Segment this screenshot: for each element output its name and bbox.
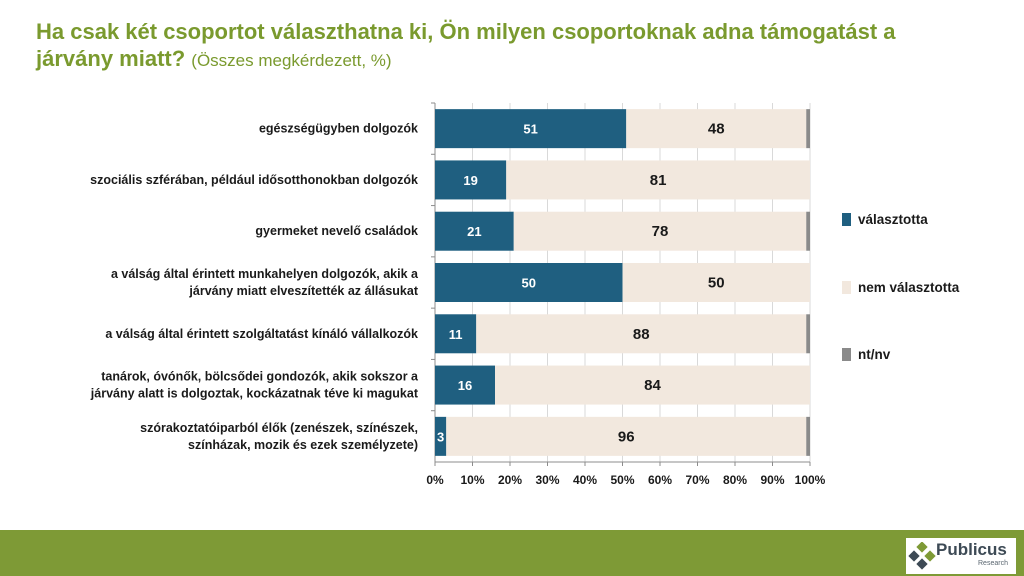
bar-nt-nv <box>806 109 810 149</box>
category-label: szociális szférában, például idősotthono… <box>90 173 418 187</box>
category-label: gyermeket nevelő családok <box>255 224 418 238</box>
data-label: 88 <box>633 326 650 343</box>
footer-bar <box>0 530 1024 576</box>
category-label: a válság által érintett munkahelyen dolg… <box>111 267 419 281</box>
bar-v-lasztotta <box>435 365 495 405</box>
category-label: szórakoztatóiparból élők (zenészek, szín… <box>140 421 418 435</box>
data-label: 50 <box>522 276 536 291</box>
data-label: 96 <box>618 428 635 445</box>
data-label: 48 <box>708 121 725 138</box>
data-label: 16 <box>458 378 472 393</box>
chart-title: Ha csak két csoportot választhatna ki, Ö… <box>36 18 936 74</box>
legend-swatch <box>842 348 851 361</box>
legend-label: nem választotta <box>858 280 960 295</box>
x-tick-label: 10% <box>460 473 484 487</box>
data-label: 3 <box>437 429 444 444</box>
data-label: 11 <box>449 327 463 342</box>
bar-nem-v-lasztotta <box>622 263 810 302</box>
bar-nem-v-lasztotta <box>476 314 807 354</box>
data-label: 51 <box>523 122 537 137</box>
bar-v-lasztotta <box>435 109 627 149</box>
logo-wordmark: Publicus <box>936 540 1007 559</box>
bar-v-lasztotta <box>435 416 447 456</box>
x-tick-label: 90% <box>760 473 784 487</box>
legend-label: választotta <box>858 212 928 227</box>
bar-v-lasztotta <box>435 211 514 251</box>
x-tick-label: 30% <box>535 473 559 487</box>
category-label: egészségügyben dolgozók <box>259 122 418 136</box>
bar-nt-nv <box>806 314 810 354</box>
data-label: 21 <box>467 224 481 239</box>
logo-tagline: Research <box>978 560 1008 567</box>
x-tick-label: 80% <box>723 473 747 487</box>
bar-nt-nv <box>806 211 810 251</box>
legend-label: nt/nv <box>858 347 891 362</box>
data-label: 50 <box>708 275 725 292</box>
x-tick-label: 100% <box>795 473 826 487</box>
category-label: a válság által érintett szolgáltatást kí… <box>105 327 418 341</box>
x-tick-label: 0% <box>426 473 444 487</box>
data-label: 78 <box>652 223 669 240</box>
bar-v-lasztotta <box>435 263 623 302</box>
chart-title-main: Ha csak két csoportot választhatna ki, Ö… <box>36 19 896 71</box>
data-label: 19 <box>463 173 477 188</box>
legend-swatch <box>842 213 851 226</box>
bar-nem-v-lasztotta <box>513 211 807 251</box>
stacked-bar-chart: 0% 10% 20% 30% 40% 50% 60% 70% 80% 90% 100% egészsé… <box>90 102 960 487</box>
bar-nt-nv <box>806 416 810 456</box>
bar-nem-v-lasztotta <box>506 160 810 200</box>
legend-swatch <box>842 281 851 294</box>
category-label: színházak, mozik és ezek személyzete) <box>188 438 418 452</box>
bar-v-lasztotta <box>435 314 477 354</box>
bar-v-lasztotta <box>435 160 507 200</box>
x-tick-label: 50% <box>610 473 634 487</box>
data-label: 84 <box>644 377 661 394</box>
category-label: tanárok, óvónők, bölcsődei gondozók, aki… <box>101 370 419 384</box>
x-tick-label: 70% <box>685 473 709 487</box>
bar-nem-v-lasztotta <box>626 109 807 149</box>
publicus-logo: Publicus Research <box>906 538 1016 574</box>
x-tick-label: 60% <box>648 473 672 487</box>
bar-nem-v-lasztotta <box>446 416 807 456</box>
category-label: járvány alatt is dolgoztak, kockázatnak … <box>90 387 419 401</box>
x-tick-label: 40% <box>573 473 597 487</box>
x-tick-label: 20% <box>498 473 522 487</box>
data-label: 81 <box>650 172 667 189</box>
bar-nem-v-lasztotta <box>495 365 810 405</box>
category-label: járvány miatt elveszítették az állásukat <box>188 284 418 298</box>
logo-mark-icon <box>908 542 936 570</box>
chart-subtitle: (Összes megkérdezett, %) <box>191 51 392 70</box>
